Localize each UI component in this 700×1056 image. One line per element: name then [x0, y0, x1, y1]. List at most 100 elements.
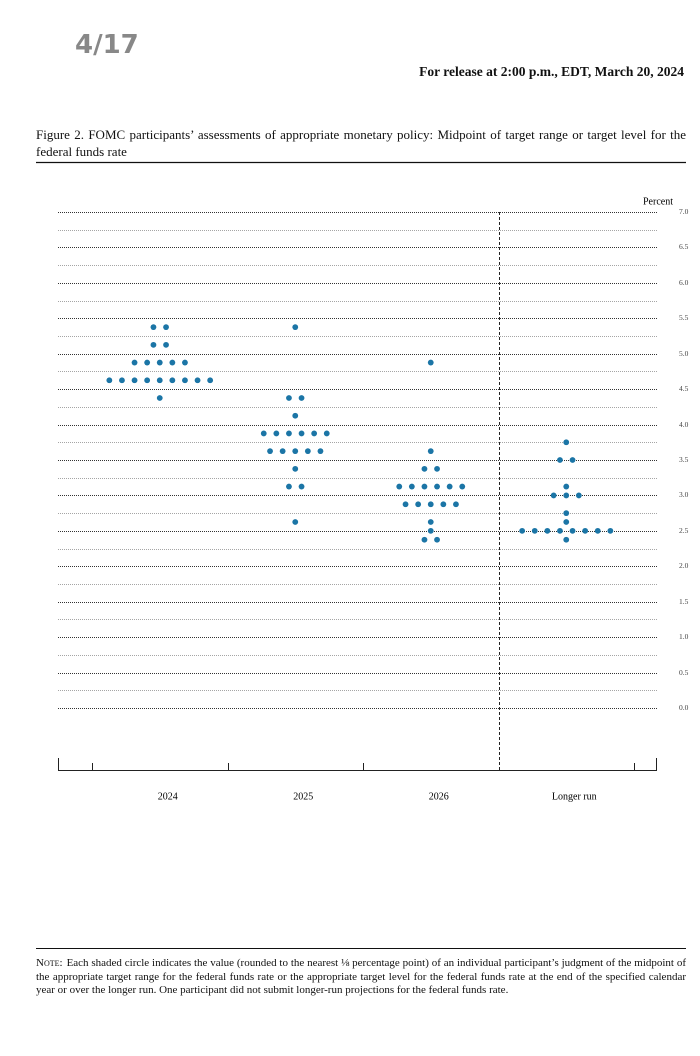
release-line: For release at 2:00 p.m., EDT, March 20,…	[419, 64, 684, 79]
dot	[557, 457, 563, 463]
x-tick-label: 2024	[158, 791, 178, 802]
dot	[415, 501, 422, 508]
y-tick-label: 6.5	[679, 242, 689, 251]
dot	[298, 483, 305, 490]
dot	[594, 527, 601, 534]
y-tick-label: 4.5	[679, 384, 689, 393]
dot	[402, 501, 409, 508]
dot	[131, 359, 138, 366]
dot	[396, 483, 403, 490]
dot	[434, 465, 440, 472]
y-tick-label: 0.5	[679, 668, 689, 677]
dot	[292, 324, 299, 331]
dot	[563, 519, 570, 525]
dot	[292, 519, 299, 525]
dot	[563, 536, 570, 543]
dot	[569, 527, 576, 534]
dot	[273, 430, 280, 437]
dot	[563, 483, 570, 490]
dot	[292, 448, 299, 455]
page-number: 4/17	[75, 30, 139, 60]
dot	[182, 377, 188, 384]
dot	[182, 359, 188, 366]
dot	[575, 492, 582, 499]
dot	[150, 341, 157, 348]
y-tick-label: 5.0	[679, 349, 689, 358]
dot	[440, 501, 447, 508]
dot	[427, 448, 434, 455]
dot	[292, 465, 299, 472]
y-tick-label: 3.5	[679, 455, 689, 464]
y-tick-label: 2.5	[679, 526, 689, 535]
note-text: Each shaded circle indicates the value (…	[36, 957, 686, 996]
dot	[207, 377, 214, 384]
note: Note: Each shaded circle indicates the va…	[36, 957, 686, 998]
dot	[150, 324, 157, 331]
dot	[298, 430, 305, 437]
dot	[563, 492, 570, 499]
dot	[569, 457, 576, 463]
dot	[304, 448, 311, 455]
dot	[298, 395, 305, 401]
dot	[156, 395, 163, 401]
dot	[156, 377, 163, 384]
dot	[434, 483, 440, 490]
x-tick-label: 2025	[293, 791, 313, 802]
y-tick-label: 5.5	[679, 313, 689, 322]
dot	[317, 448, 324, 455]
dot	[286, 483, 292, 490]
dot	[260, 430, 267, 437]
dot	[169, 377, 176, 384]
dot	[106, 377, 113, 384]
dot	[434, 536, 440, 543]
y-tick-label: 4.0	[679, 420, 689, 429]
y-tick-label: 1.5	[679, 597, 689, 606]
dot	[163, 324, 169, 331]
dot	[531, 527, 538, 534]
dot	[144, 377, 151, 384]
dot	[279, 448, 286, 455]
y-tick-label: 6.0	[679, 278, 689, 287]
dot	[459, 483, 466, 490]
dot	[156, 359, 163, 366]
dot	[550, 492, 557, 499]
y-tick-label: 7.0	[679, 207, 689, 216]
dot	[557, 527, 563, 534]
dot	[519, 527, 526, 534]
x-tick-label: 2026	[429, 791, 449, 802]
dot	[144, 359, 151, 366]
dot	[421, 465, 428, 472]
dot	[311, 430, 318, 437]
dot	[421, 536, 428, 543]
dot	[563, 510, 570, 517]
y-tick-label: 2.0	[679, 561, 689, 570]
dot	[421, 483, 428, 490]
dot	[563, 439, 570, 446]
dot	[286, 395, 292, 401]
x-tick-label: Longer run	[552, 791, 597, 802]
y-tick-label: 1.0	[679, 632, 689, 641]
dot	[582, 527, 589, 534]
dot	[607, 527, 614, 534]
note-label: Note:	[36, 957, 63, 969]
dot	[163, 341, 169, 348]
dot	[427, 519, 434, 525]
dot	[544, 527, 551, 534]
y-tick-label: 0.0	[679, 703, 689, 712]
dot	[323, 430, 330, 437]
dot	[427, 527, 434, 534]
dot	[408, 483, 415, 490]
y-axis-label: Percent	[643, 196, 673, 207]
figure-caption: Figure 2. FOMC participants’ assessments…	[36, 127, 686, 159]
dot	[427, 501, 434, 508]
dot	[131, 377, 138, 384]
dot	[119, 377, 125, 384]
dot	[267, 448, 273, 455]
dot	[292, 412, 299, 419]
dot	[169, 359, 176, 366]
dot	[286, 430, 292, 437]
dot	[427, 359, 434, 366]
dot	[194, 377, 201, 384]
